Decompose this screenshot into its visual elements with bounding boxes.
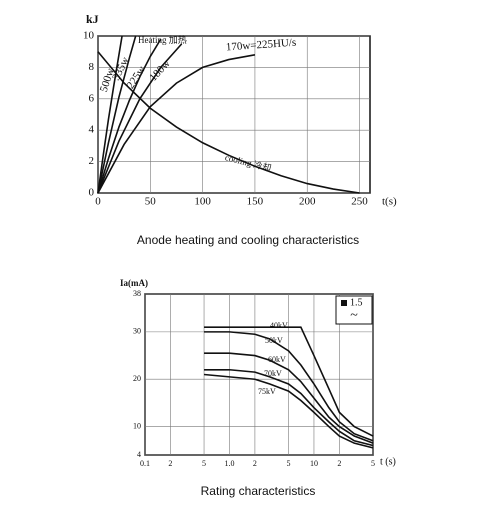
curve-label: 50kV bbox=[265, 336, 283, 345]
legend-label: 1.5 bbox=[350, 297, 363, 308]
curve-label: 40kV bbox=[270, 321, 288, 330]
x-tick-label: 5 bbox=[371, 459, 375, 468]
y-tick-label: 6 bbox=[89, 92, 95, 104]
x-tick-label: 0.1 bbox=[140, 459, 150, 468]
curve bbox=[203, 373, 374, 449]
x-tick-label: 250 bbox=[351, 196, 368, 208]
curve bbox=[97, 35, 137, 194]
y-tick-label: 2 bbox=[89, 155, 95, 167]
x-tick-label: 0 bbox=[95, 196, 101, 208]
curve bbox=[204, 331, 374, 442]
curve-label: 75kV bbox=[258, 387, 276, 396]
curve bbox=[97, 38, 162, 194]
curve bbox=[97, 54, 256, 194]
x-tick-label: 2 bbox=[253, 459, 257, 468]
x-tick-label: 150 bbox=[247, 196, 264, 208]
annotation: Heating 加热 bbox=[138, 34, 187, 45]
x-tick-label: 5 bbox=[287, 459, 291, 468]
x-axis-label: t(s) bbox=[382, 196, 397, 208]
x-tick-label: 1.0 bbox=[224, 459, 234, 468]
x-tick-label: 50 bbox=[145, 196, 157, 208]
curve bbox=[97, 51, 360, 194]
x-tick-label: 100 bbox=[194, 196, 211, 208]
y-tick-label: 38 bbox=[133, 289, 141, 298]
legend-marker bbox=[341, 300, 347, 306]
curve bbox=[204, 368, 374, 447]
y-tick-label: 4 bbox=[89, 124, 95, 136]
y-tick-label: 0 bbox=[89, 187, 95, 199]
chart-title: Anode heating and cooling characteristic… bbox=[137, 233, 359, 247]
curve bbox=[204, 352, 374, 444]
x-tick-label: 5 bbox=[202, 459, 206, 468]
curve-label: 180w bbox=[147, 58, 172, 84]
x-tick-label: 2 bbox=[337, 459, 341, 468]
curve bbox=[204, 326, 374, 437]
x-axis-label: t (s) bbox=[380, 456, 396, 467]
curve-label: 70kV bbox=[264, 369, 282, 378]
y-tick-label: 10 bbox=[133, 421, 141, 430]
x-tick-label: 200 bbox=[299, 196, 316, 208]
curve-label: 60kV bbox=[268, 355, 286, 364]
legend-symbol: ~ bbox=[350, 308, 358, 323]
plot-frame bbox=[97, 35, 371, 194]
curve bbox=[97, 35, 123, 194]
y-tick-label: 10 bbox=[83, 30, 95, 42]
y-tick-label: 20 bbox=[133, 374, 141, 383]
x-tick-label: 2 bbox=[168, 459, 172, 468]
y-tick-label: 8 bbox=[89, 61, 95, 73]
y-axis-label: kJ bbox=[86, 12, 99, 26]
curve-label: 170w=225HU/s bbox=[226, 37, 297, 54]
y-tick-label: 4 bbox=[137, 450, 141, 459]
y-tick-label: 30 bbox=[133, 327, 141, 336]
x-tick-label: 10 bbox=[310, 459, 318, 468]
y-axis-label: Ia(mA) bbox=[120, 278, 148, 288]
chart-title: Rating characteristics bbox=[201, 484, 316, 498]
